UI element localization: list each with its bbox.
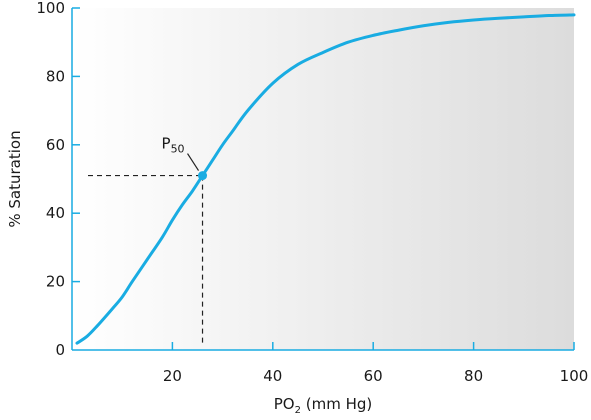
p50-guides	[88, 174, 204, 344]
x-tick-label: 100	[560, 367, 589, 385]
y-tick-label: 60	[46, 136, 65, 154]
series-group	[75, 13, 576, 345]
axes	[71, 8, 574, 351]
plot-area	[72, 8, 574, 350]
saturation-curve	[75, 13, 576, 345]
y-axis-title: % Saturation	[6, 130, 24, 227]
x-tick-label: 80	[464, 367, 483, 385]
x-axis-title-suffix: (mm Hg)	[301, 395, 372, 413]
p50-label-subscript: 50	[171, 143, 185, 156]
p50-leader-line	[187, 153, 200, 171]
x-tick-label: 40	[263, 367, 282, 385]
p50-label: P50	[162, 135, 185, 156]
y-tick-label: 40	[46, 204, 65, 222]
x-tick-label: 60	[364, 367, 383, 385]
y-tick-label: 20	[46, 273, 65, 291]
annotations: P50	[162, 135, 208, 181]
y-tick-label: 80	[46, 67, 65, 85]
y-tick-label: 100	[36, 0, 65, 17]
y-ticks: 0 20 40 60 80 100	[36, 0, 80, 359]
p50-label-main: P	[162, 135, 171, 153]
x-ticks: 20 40 60 80 100	[163, 342, 588, 385]
p50-point	[198, 171, 208, 181]
x-axis-title-subscript: 2	[295, 405, 301, 416]
x-axis-title-main: PO	[274, 395, 295, 413]
x-axis-title: PO2 (mm Hg)	[274, 395, 373, 416]
x-tick-label: 20	[163, 367, 182, 385]
y-tick-label: 0	[55, 341, 65, 359]
